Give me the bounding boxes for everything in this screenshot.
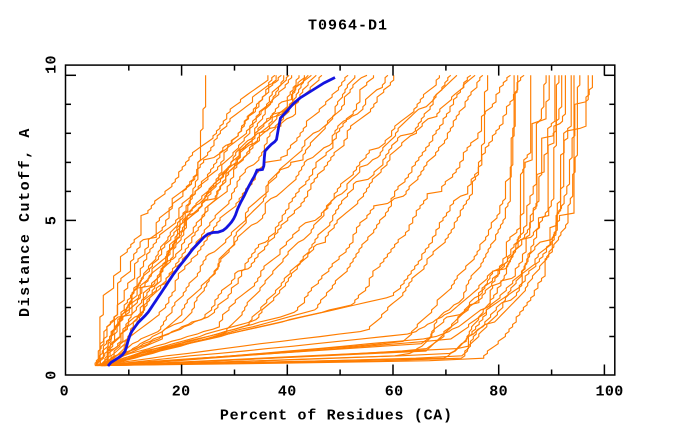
- svg-text:40: 40: [278, 383, 297, 400]
- svg-text:60: 60: [385, 383, 404, 400]
- svg-text:10: 10: [43, 55, 60, 74]
- svg-text:100: 100: [595, 383, 623, 400]
- svg-text:Distance Cutoff, A: Distance Cutoff, A: [17, 127, 34, 317]
- svg-text:20: 20: [172, 383, 191, 400]
- svg-text:T0964-D1: T0964-D1: [308, 18, 388, 35]
- svg-text:80: 80: [489, 383, 508, 400]
- svg-text:5: 5: [43, 216, 60, 225]
- svg-text:0: 0: [60, 383, 69, 400]
- svg-text:Percent of Residues (CA): Percent of Residues (CA): [220, 408, 453, 425]
- svg-text:0: 0: [43, 370, 60, 379]
